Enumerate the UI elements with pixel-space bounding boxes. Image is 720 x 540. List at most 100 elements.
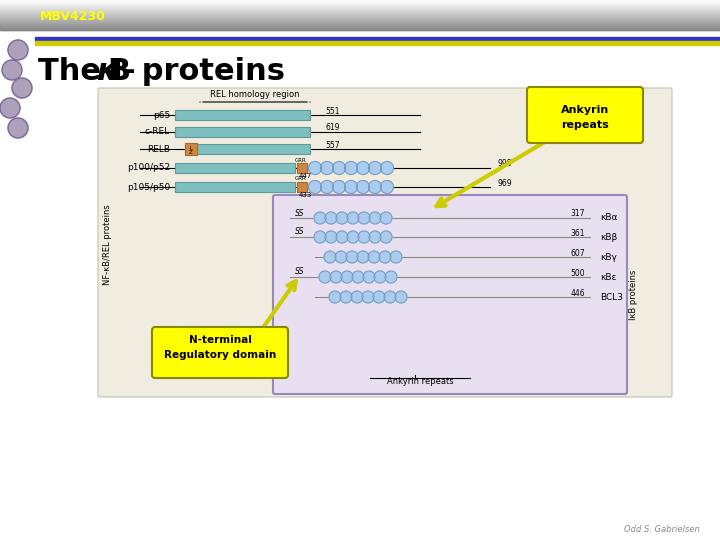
Circle shape [352,271,364,283]
Text: p65: p65 [153,111,170,119]
Circle shape [314,231,326,243]
Bar [297,182,307,192]
Circle shape [325,212,337,224]
Circle shape [344,180,358,193]
Text: 607: 607 [570,248,585,258]
Bar [0,18,720,19]
Text: GRR: GRR [295,177,307,181]
Text: 500: 500 [570,268,585,278]
Circle shape [369,180,382,193]
Circle shape [380,212,392,224]
Circle shape [341,271,353,283]
Bar [0,20,720,21]
Circle shape [395,291,407,303]
Circle shape [12,78,32,98]
Bar [0,16,720,17]
Circle shape [379,251,391,263]
Bar [0,5,720,6]
Circle shape [325,231,337,243]
Circle shape [320,161,333,174]
Circle shape [329,291,341,303]
Bar [0,27,720,28]
Circle shape [319,271,331,283]
Circle shape [320,180,333,193]
Bar [175,182,295,192]
Circle shape [357,251,369,263]
Circle shape [356,161,369,174]
Text: SS: SS [295,267,305,276]
Bar [0,1,720,2]
Text: Ankyrin: Ankyrin [561,105,609,115]
Circle shape [384,291,396,303]
Text: 317: 317 [570,210,585,219]
Circle shape [380,161,394,174]
Text: 998: 998 [498,159,513,168]
Bar [185,143,197,155]
Text: The I-: The I- [38,57,135,86]
Circle shape [314,212,326,224]
Bar [0,28,720,29]
Text: B proteins: B proteins [108,57,285,86]
Text: p105/p50: p105/p50 [127,183,170,192]
Circle shape [335,251,347,263]
Circle shape [363,271,375,283]
Bar [0,9,720,10]
Bar [0,2,720,3]
Circle shape [362,291,374,303]
Circle shape [333,180,346,193]
Circle shape [356,180,369,193]
Text: SS: SS [295,208,305,218]
Bar [0,6,720,7]
Text: 447: 447 [299,173,312,179]
Text: 969: 969 [498,179,513,187]
Bar [0,24,720,25]
Circle shape [380,231,392,243]
Circle shape [8,118,28,138]
Bar [175,110,310,120]
Circle shape [336,231,348,243]
Bar [0,12,720,13]
Circle shape [385,271,397,283]
Bar [0,10,720,11]
Text: Regulatory domain: Regulatory domain [164,350,276,360]
Circle shape [347,231,359,243]
Circle shape [373,291,385,303]
Circle shape [358,231,370,243]
Bar [0,8,720,9]
Circle shape [347,212,359,224]
Text: 446: 446 [570,288,585,298]
Text: MBV4230: MBV4230 [40,10,106,24]
Circle shape [336,212,348,224]
Bar [0,25,720,26]
Text: p100/p52: p100/p52 [127,164,170,172]
Text: 361: 361 [570,228,585,238]
Bar [175,163,295,173]
Bar [0,26,720,27]
Bar [0,21,720,22]
Circle shape [0,98,20,118]
Bar [0,7,720,8]
Circle shape [368,251,380,263]
Circle shape [324,251,336,263]
Circle shape [358,212,370,224]
Circle shape [308,180,322,193]
Circle shape [333,161,346,174]
Text: c-REL: c-REL [145,127,170,137]
Bar [0,23,720,24]
Text: BCL3: BCL3 [600,293,623,301]
FancyBboxPatch shape [527,87,643,143]
Text: 557: 557 [325,140,340,150]
Text: SS: SS [295,227,305,237]
Circle shape [369,161,382,174]
Circle shape [351,291,363,303]
Text: GRR: GRR [295,158,307,163]
Text: Z: Z [189,150,193,154]
Bar [0,19,720,20]
Text: 551: 551 [325,106,340,116]
Bar [0,14,720,15]
Circle shape [8,40,28,60]
Bar [0,29,720,30]
Bar [0,11,720,12]
Circle shape [369,212,381,224]
Text: RELB: RELB [147,145,170,153]
